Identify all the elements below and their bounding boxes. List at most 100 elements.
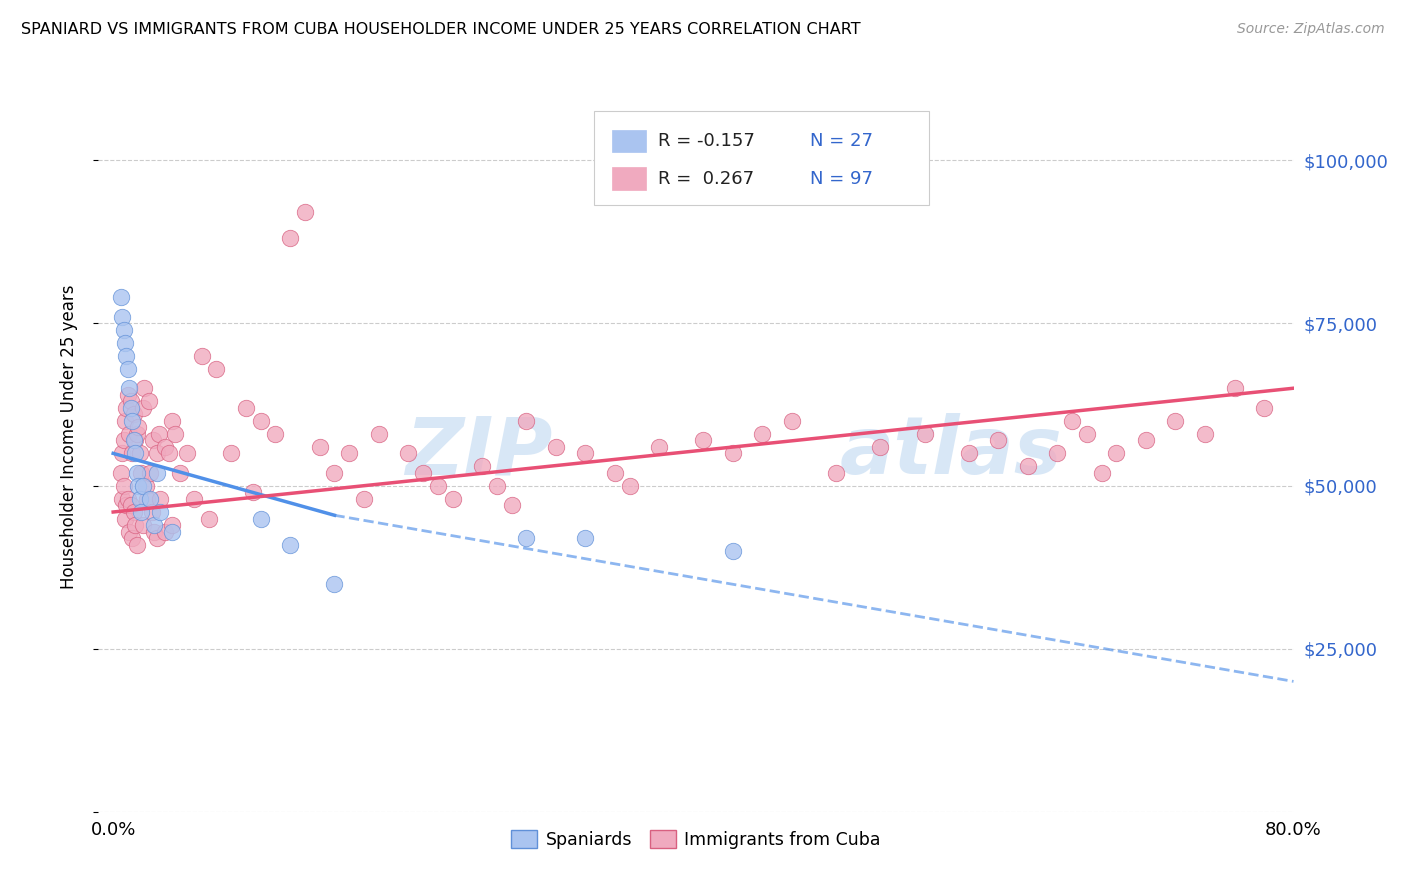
Point bbox=[118, 381, 141, 395]
Point bbox=[190, 349, 212, 363]
Point bbox=[141, 505, 163, 519]
Point bbox=[294, 205, 316, 219]
Point bbox=[142, 434, 165, 448]
Point bbox=[337, 446, 360, 460]
Point bbox=[323, 466, 346, 480]
Point bbox=[160, 524, 183, 539]
Point bbox=[134, 381, 156, 395]
Point bbox=[198, 511, 221, 525]
Point bbox=[110, 466, 132, 480]
Point bbox=[143, 518, 166, 533]
Point bbox=[1164, 414, 1187, 428]
Point bbox=[117, 361, 139, 376]
Point bbox=[129, 466, 152, 480]
Point bbox=[825, 466, 848, 480]
Point bbox=[146, 531, 169, 545]
Point bbox=[1017, 459, 1039, 474]
Point bbox=[751, 426, 773, 441]
Text: atlas: atlas bbox=[839, 413, 1062, 491]
Point bbox=[648, 440, 671, 454]
Point bbox=[1194, 426, 1216, 441]
Point bbox=[110, 290, 132, 304]
Point bbox=[165, 426, 187, 441]
Point bbox=[136, 491, 159, 506]
Point bbox=[148, 426, 170, 441]
Point bbox=[139, 466, 162, 480]
Point bbox=[249, 414, 271, 428]
Point bbox=[124, 518, 146, 533]
Point bbox=[544, 440, 567, 454]
Point bbox=[118, 426, 141, 441]
Point bbox=[122, 434, 145, 448]
Point bbox=[117, 388, 139, 402]
Point bbox=[128, 446, 150, 460]
Point bbox=[353, 491, 375, 506]
Y-axis label: Householder Income Under 25 years: Householder Income Under 25 years bbox=[59, 285, 77, 590]
Point bbox=[131, 401, 153, 415]
Point bbox=[149, 505, 172, 519]
Point bbox=[501, 499, 523, 513]
Point bbox=[205, 361, 228, 376]
Point bbox=[169, 466, 191, 480]
Point bbox=[112, 434, 135, 448]
Text: N = 97: N = 97 bbox=[810, 169, 873, 187]
Point bbox=[264, 426, 287, 441]
Point bbox=[160, 414, 183, 428]
Point bbox=[114, 335, 136, 350]
Point bbox=[1076, 426, 1098, 441]
Point bbox=[619, 479, 641, 493]
Point bbox=[1091, 466, 1114, 480]
Point bbox=[1135, 434, 1157, 448]
Point bbox=[121, 414, 143, 428]
Point bbox=[122, 407, 145, 421]
Point bbox=[160, 518, 183, 533]
Text: R = -0.157: R = -0.157 bbox=[658, 132, 755, 150]
Point bbox=[138, 394, 160, 409]
Point bbox=[120, 401, 142, 415]
Point bbox=[308, 440, 330, 454]
Point bbox=[114, 511, 136, 525]
Point bbox=[323, 576, 346, 591]
Point bbox=[125, 426, 148, 441]
Point bbox=[149, 491, 172, 506]
Point bbox=[131, 518, 153, 533]
Point bbox=[441, 491, 464, 506]
Point bbox=[914, 426, 936, 441]
Point bbox=[111, 491, 134, 506]
Point bbox=[1062, 414, 1084, 428]
Point bbox=[146, 446, 169, 460]
Point bbox=[111, 446, 134, 460]
Point bbox=[721, 544, 744, 558]
Point bbox=[111, 310, 134, 324]
Point bbox=[112, 322, 135, 336]
Point bbox=[426, 479, 449, 493]
Point bbox=[485, 479, 508, 493]
Point bbox=[115, 349, 138, 363]
Point bbox=[957, 446, 980, 460]
Point bbox=[153, 440, 176, 454]
Text: N = 27: N = 27 bbox=[810, 132, 873, 150]
Point bbox=[574, 531, 596, 545]
Point bbox=[692, 434, 714, 448]
Point bbox=[987, 434, 1010, 448]
Text: Source: ZipAtlas.com: Source: ZipAtlas.com bbox=[1237, 22, 1385, 37]
Point bbox=[183, 491, 205, 506]
Point bbox=[157, 446, 180, 460]
Point bbox=[135, 479, 157, 493]
Point bbox=[125, 538, 148, 552]
Point bbox=[124, 446, 146, 460]
Point bbox=[780, 414, 803, 428]
Bar bbox=[613, 130, 645, 153]
Point bbox=[127, 420, 149, 434]
Point bbox=[146, 466, 169, 480]
Point bbox=[412, 466, 434, 480]
Point bbox=[574, 446, 596, 460]
Point bbox=[515, 414, 537, 428]
Point bbox=[131, 479, 153, 493]
Point bbox=[114, 414, 136, 428]
Point bbox=[143, 524, 166, 539]
Point bbox=[1046, 446, 1069, 460]
Point bbox=[128, 491, 150, 506]
Point bbox=[396, 446, 419, 460]
Point bbox=[120, 499, 142, 513]
